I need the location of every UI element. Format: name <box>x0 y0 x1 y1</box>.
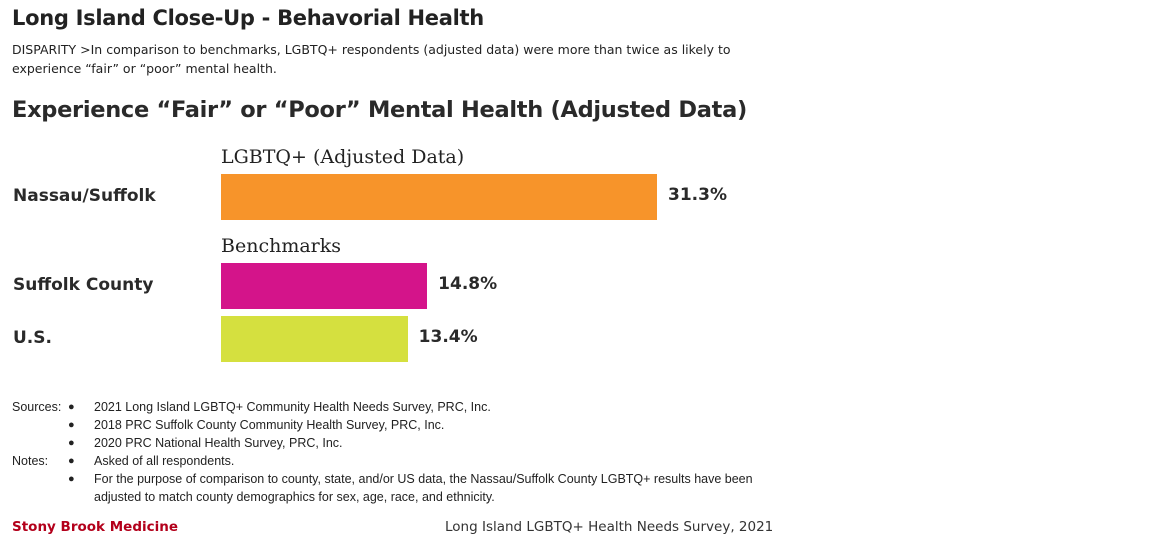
note-item: adjusted to match county demographics fo… <box>94 490 495 504</box>
page-title: Long Island Close-Up - Behavorial Health <box>12 6 484 30</box>
bullet-icon: ● <box>68 455 75 467</box>
source-item: 2018 PRC Suffolk County Community Health… <box>94 418 445 432</box>
bar <box>221 174 657 220</box>
source-item: 2021 Long Island LGBTQ+ Community Health… <box>94 400 491 414</box>
note-item: Asked of all respondents. <box>94 454 235 468</box>
bullet-icon: ● <box>68 473 75 485</box>
bar <box>221 263 428 309</box>
notes-label: Notes: <box>12 454 49 468</box>
note-item: For the purpose of comparison to county,… <box>94 472 753 486</box>
value-label: 13.4% <box>418 327 478 347</box>
source-item: 2020 PRC National Health Survey, PRC, In… <box>94 436 343 450</box>
chart-title: Experience “Fair” or “Poor” Mental Healt… <box>12 97 747 123</box>
survey-name: Long Island LGBTQ+ Health Needs Survey, … <box>445 519 774 535</box>
category-label: U.S. <box>13 328 52 348</box>
sources-label: Sources: <box>12 400 62 414</box>
brand-name: Stony Brook Medicine <box>12 519 179 535</box>
group-label: LGBTQ+ (Adjusted Data) <box>221 146 465 168</box>
value-label: 14.8% <box>438 274 498 294</box>
value-label: 31.3% <box>668 185 727 205</box>
category-label: Nassau/Suffolk <box>13 186 156 206</box>
disparity-statement: DISPARITY >In comparison to benchmarks, … <box>12 42 731 76</box>
bullet-icon: ● <box>68 437 75 449</box>
bullet-icon: ● <box>68 401 75 413</box>
bar <box>221 316 408 362</box>
group-label: Benchmarks <box>221 235 342 257</box>
bullet-icon: ● <box>68 419 75 431</box>
category-label: Suffolk County <box>13 275 154 295</box>
